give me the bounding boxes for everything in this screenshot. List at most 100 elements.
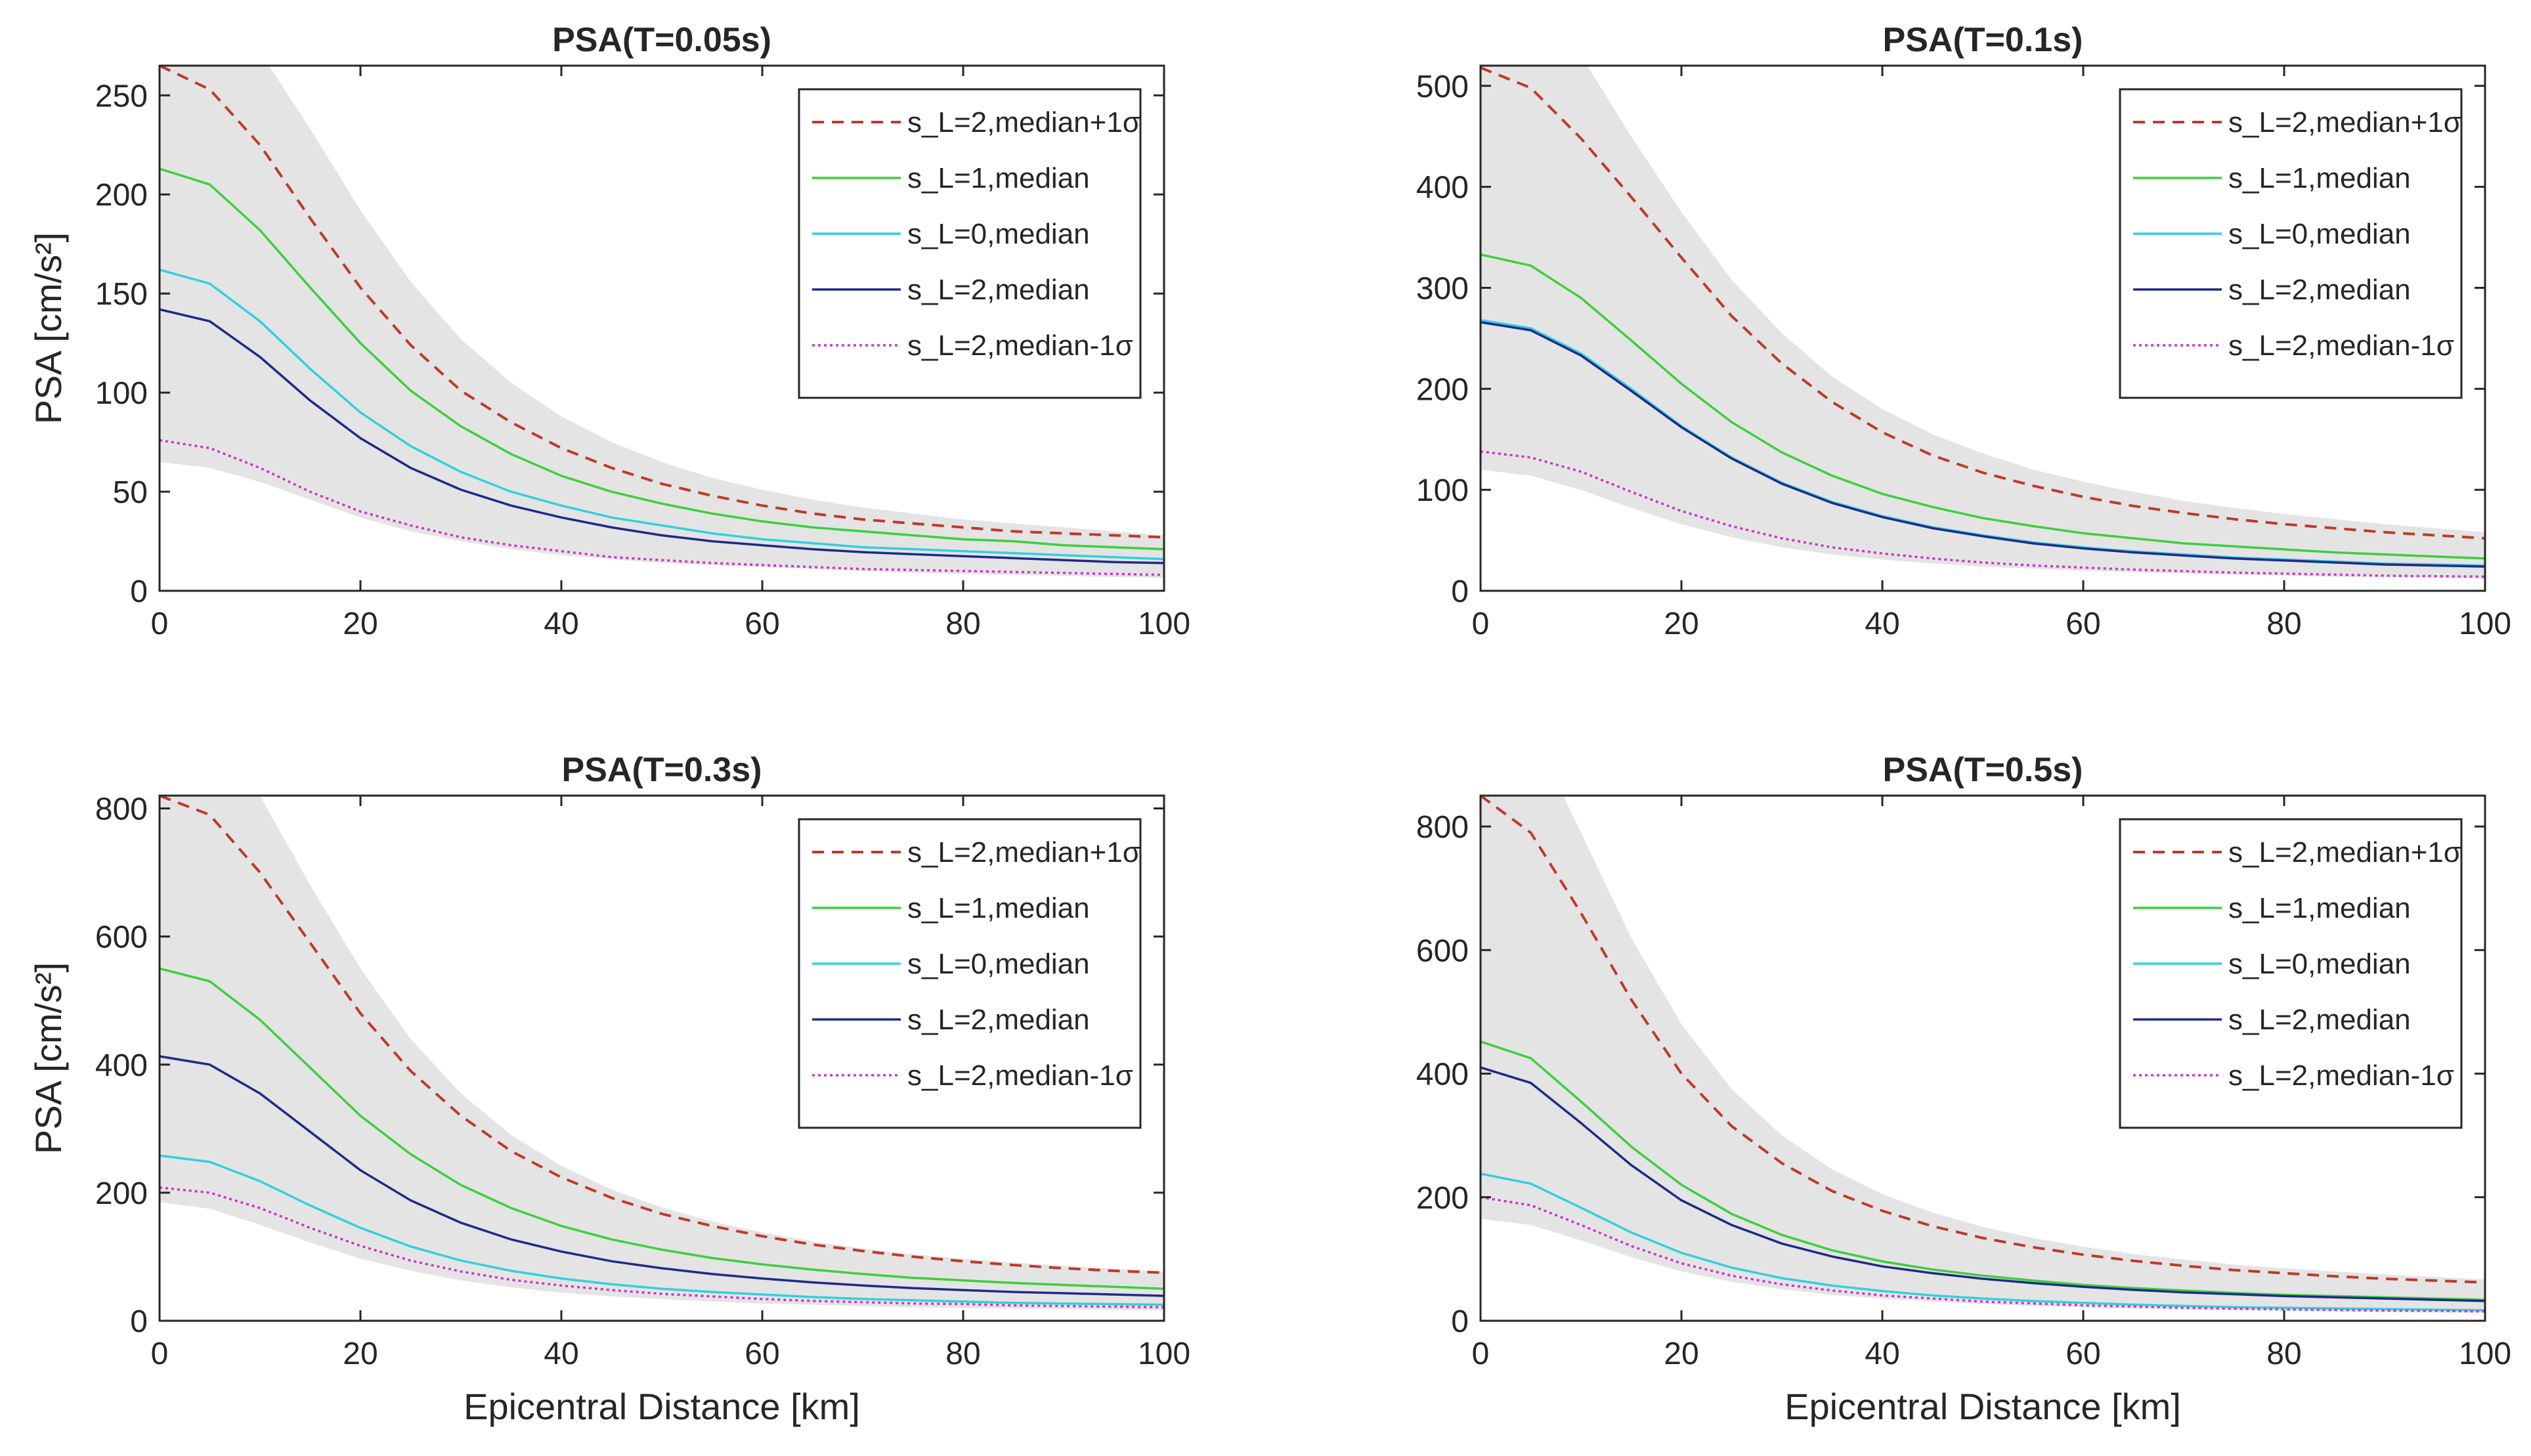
x-axis-label: Epicentral Distance [km] (464, 1386, 860, 1427)
x-tick-label: 80 (945, 1337, 980, 1371)
series-line-5 (160, 439, 1164, 576)
x-tick-label: 100 (2459, 1337, 2511, 1371)
y-tick-label: 100 (95, 376, 148, 411)
x-tick-label: 80 (2266, 1337, 2301, 1371)
y-tick-label: 800 (1416, 810, 1469, 845)
series-line-3 (160, 1154, 1164, 1306)
legend: s_L=2,median+1σ s_L=1,median s_L=0,medians… (2119, 88, 2463, 399)
legend-label: s_L=1,median (2228, 892, 2411, 924)
y-tick-label: 300 (1416, 271, 1469, 306)
y-tick-label: 200 (1416, 372, 1469, 407)
chart-title: PSA(T=0.3s) (562, 751, 762, 789)
series-line-4 (160, 1055, 1164, 1297)
y-tick-label: 800 (95, 792, 148, 827)
x-tick-label: 40 (544, 1337, 578, 1371)
x-tick-label: 20 (1664, 1337, 1698, 1371)
sigma-band (1481, 796, 2485, 1313)
y-tick-label: 600 (1416, 933, 1469, 968)
y-tick-label: 200 (95, 1176, 148, 1211)
chart-panel-4: 0 20 40 60 80 100 0 200 400 600 800 PSA(T=0.5s) Epic… (1416, 751, 2511, 1427)
y-tick-label: 0 (130, 574, 148, 609)
axes-box (1479, 794, 2486, 1322)
legend-label: s_L=2,median-1σ (2228, 330, 2454, 362)
legend-label: s_L=2,median (2228, 274, 2411, 306)
y-tick-label: 0 (1451, 1304, 1469, 1339)
x-tick-label: 40 (1865, 1337, 1899, 1371)
series-line-2 (160, 967, 1164, 1290)
series-line-4 (1481, 321, 2485, 568)
x-axis-label: Epicentral Distance [km] (1785, 1386, 2181, 1427)
legend-label: s_L=2,median (2228, 1004, 2411, 1036)
y-tick-label: 0 (1451, 574, 1469, 609)
y-axis-label: PSA [cm/s²] (28, 232, 69, 425)
y-tick-label: 100 (1416, 473, 1469, 508)
y-tick-label: 400 (1416, 1058, 1469, 1092)
x-tick-label: 0 (151, 1337, 169, 1371)
chart-panel-2: 0 20 40 60 80 100 0 100 200 300 400 500 PSA(T=0.1s) s… (1416, 21, 2511, 641)
y-tick-label: 400 (95, 1048, 148, 1083)
legend-label: s_L=2,median-1σ (907, 330, 1133, 362)
axes-box (158, 794, 1165, 1322)
series-line-1 (1481, 66, 2485, 540)
series-line-4 (160, 308, 1164, 565)
chart-title: PSA(T=0.5s) (1883, 751, 2083, 789)
series-line-2 (1481, 1040, 2485, 1301)
legend: s_L=2,median+1σ s_L=1,median s_L=0,medians… (798, 818, 1142, 1129)
x-tick-label: 60 (2066, 1337, 2100, 1371)
y-tick-label: 50 (113, 475, 148, 510)
x-tick-label: 80 (945, 607, 980, 641)
sigma-band (1481, 66, 2485, 579)
series-line-5 (1481, 450, 2485, 578)
x-tick-label: 100 (1138, 1337, 1190, 1371)
x-tick-label: 20 (343, 1337, 378, 1371)
x-tick-label: 100 (2459, 607, 2511, 641)
legend-label: s_L=2,median-1σ (907, 1060, 1133, 1092)
legend-label: s_L=2,median-1σ (2228, 1060, 2454, 1092)
legend-label: s_L=2,median+1σ (2228, 106, 2461, 139)
legend-label: s_L=2,median+1σ (907, 836, 1140, 868)
legend-label: s_L=2,median+1σ (907, 106, 1140, 139)
y-axis-label: PSA [cm/s²] (28, 962, 69, 1155)
series-line-1 (1481, 796, 2485, 1284)
series-line-1 (160, 66, 1164, 539)
chart-panel-3: 0 20 40 60 80 100 0 200 400 600 800 PSA(T=0.3s) Epic… (28, 751, 1190, 1427)
legend-label: s_L=2,median (907, 1004, 1090, 1036)
sigma-band (160, 66, 1164, 578)
y-tick-label: 0 (130, 1304, 148, 1339)
series-line-4 (1481, 1066, 2485, 1302)
y-tick-label: 150 (95, 277, 148, 312)
x-tick-label: 0 (1472, 1337, 1490, 1371)
legend-label: s_L=1,median (2228, 162, 2411, 194)
legend-label: s_L=0,median (2228, 948, 2411, 980)
chart-title: PSA(T=0.1s) (1883, 21, 2083, 59)
x-tick-label: 0 (1472, 607, 1490, 641)
axes-box (1479, 64, 2486, 592)
legend: s_L=2,median+1σ s_L=1,median s_L=0,medians… (798, 88, 1142, 399)
sigma-band (160, 796, 1164, 1311)
x-tick-label: 80 (2266, 607, 2301, 641)
x-tick-label: 40 (544, 607, 578, 641)
legend-label: s_L=2,median+1σ (2228, 836, 2461, 868)
x-tick-label: 100 (1138, 607, 1190, 641)
y-tick-label: 600 (95, 920, 148, 955)
y-tick-label: 500 (1416, 70, 1469, 104)
x-tick-label: 20 (1664, 607, 1698, 641)
series-line-2 (160, 167, 1164, 551)
y-tick-label: 200 (95, 178, 148, 213)
legend-label: s_L=0,median (907, 948, 1090, 980)
series-line-2 (1481, 253, 2485, 560)
y-tick-label: 400 (1416, 171, 1469, 205)
series-line-5 (1481, 1196, 2485, 1313)
axes-box (158, 64, 1165, 592)
legend-label: s_L=1,median (907, 892, 1090, 924)
x-tick-label: 60 (745, 1337, 779, 1371)
legend-label: s_L=2,median (907, 274, 1090, 306)
series-line-3 (1481, 1172, 2485, 1312)
chart-panel-1: 0 20 40 60 80 100 0 50 100 150 200 250 PSA(T=0.05s) P… (28, 21, 1190, 641)
chart-title: PSA(T=0.05s) (552, 21, 771, 59)
y-tick-label: 250 (95, 79, 148, 114)
x-tick-label: 40 (1865, 607, 1899, 641)
x-tick-label: 0 (151, 607, 169, 641)
x-tick-label: 60 (745, 607, 779, 641)
